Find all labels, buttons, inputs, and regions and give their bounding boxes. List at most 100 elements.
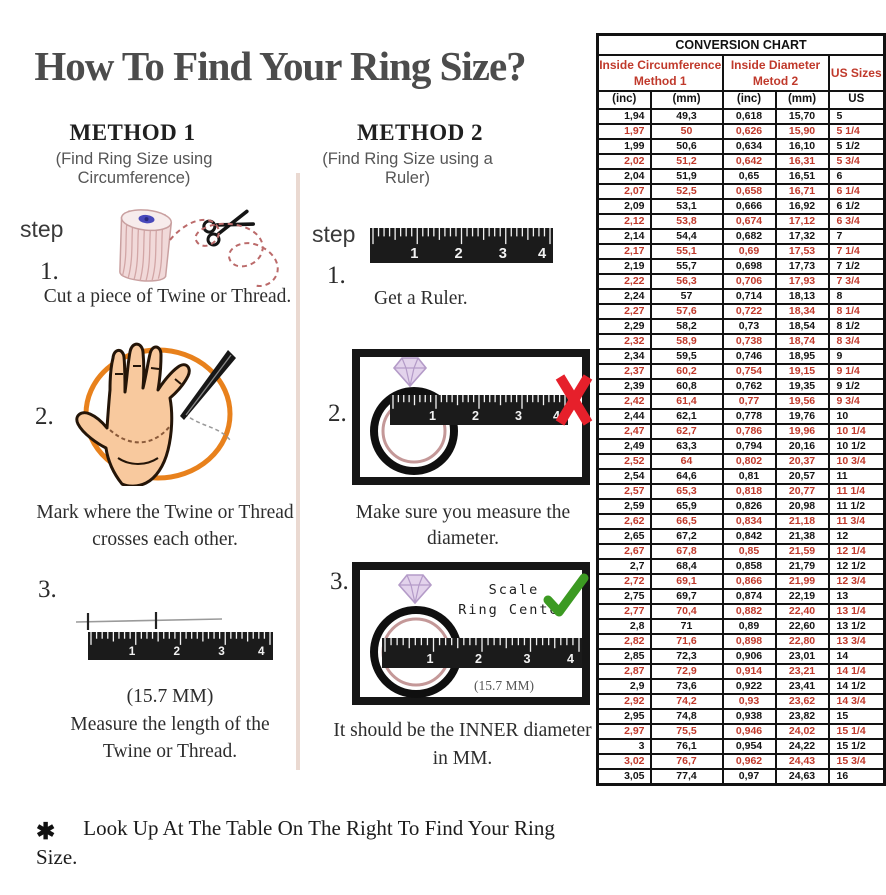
table-row: 2,47 62,7 0,786 19,96 10 1/4 <box>596 423 886 440</box>
svg-text:4: 4 <box>567 652 574 666</box>
method1-step3-caption-line1: Measure the length of the <box>70 714 270 735</box>
column-header: (mm) <box>774 90 830 110</box>
svg-text:4: 4 <box>258 645 265 658</box>
table-row: 2,85 72,3 0,906 23,01 14 <box>596 648 886 665</box>
knuckle-lines <box>115 365 182 385</box>
table-row: 2,92 74,2 0,93 23,62 14 3/4 <box>596 693 886 710</box>
footer-text: Look Up At The Table On The Right To Fin… <box>36 816 555 869</box>
method2-heading: METHOD 2 <box>356 120 484 145</box>
table-row: 2,62 66,5 0,834 21,18 11 3/4 <box>596 513 886 530</box>
ruler: 1 2 3 4 <box>88 632 273 660</box>
method2-subtitle: (Find Ring Size using a Ruler) <box>322 150 493 187</box>
table-row: 2,75 69,7 0,874 22,19 13 <box>596 588 886 605</box>
table-row: 2,57 65,3 0,818 20,77 11 1/4 <box>596 483 886 500</box>
table-row: 2,37 60,2 0,754 19,15 9 1/4 <box>596 363 886 380</box>
svg-text:2: 2 <box>475 652 482 666</box>
conversion-chart-title: CONVERSION CHART <box>596 33 886 56</box>
svg-text:2: 2 <box>455 246 463 262</box>
table-row: 2,22 56,3 0,706 17,93 7 3/4 <box>596 273 886 290</box>
twine-spool-icon <box>119 209 173 282</box>
twine-mark-arc <box>109 425 171 444</box>
table-row: 2,77 70,4 0,882 22,40 13 1/4 <box>596 603 886 620</box>
table-row: 2,7 68,4 0,858 21,79 12 1/2 <box>596 558 886 575</box>
table-row: 2,72 69,1 0,866 21,99 12 3/4 <box>596 573 886 590</box>
scale-label-line1: Scale <box>489 582 540 598</box>
table-row: 2,02 51,2 0,642 16,31 5 3/4 <box>596 153 886 170</box>
method1-step1-caption: Cut a piece of Twine or Thread. <box>43 286 292 307</box>
svg-text:1: 1 <box>410 246 418 262</box>
method2-step1-caption: Get a Ruler. <box>374 288 468 309</box>
method2-step3-caption-line1: It should be the INNER diameter <box>333 720 592 741</box>
table-row: 1,99 50,6 0,634 16,10 5 1/2 <box>596 138 886 155</box>
table-row: 2,44 62,1 0,778 19,76 10 <box>596 408 886 425</box>
table-row: 2,27 57,6 0,722 18,34 8 1/4 <box>596 303 886 320</box>
table-row: 2,59 65,9 0,826 20,98 11 1/2 <box>596 498 886 515</box>
conversion-chart: CONVERSION CHART Inside Circumference Me… <box>596 33 886 786</box>
method1-step3-number: 3. <box>38 576 57 603</box>
table-row: 1,97 50 0,626 15,90 5 1/4 <box>596 123 886 140</box>
svg-text:1: 1 <box>129 645 136 658</box>
table-row: 2,04 51,9 0,65 16,51 6 <box>596 168 886 185</box>
table-row: 2,42 61,4 0,77 19,56 9 3/4 <box>596 393 886 410</box>
svg-text:2: 2 <box>174 645 181 658</box>
column-header: US <box>827 90 886 110</box>
asterisk-icon: ✱ <box>36 817 56 844</box>
check-icon <box>543 573 589 617</box>
method1-step2-caption-line2: crosses each other. <box>92 529 238 550</box>
ruler: 1 2 3 4 <box>382 638 582 668</box>
footer-note: ✱ Look Up At The Table On The Right To Fi… <box>36 816 596 870</box>
method2-step2-caption: Make sure you measure the diameter. <box>355 502 571 549</box>
hand-shape <box>75 342 191 486</box>
table-row: 2,8 71 0,89 22,60 13 1/2 <box>596 618 886 635</box>
table-row: 3,05 77,4 0,97 24,63 16 <box>596 768 886 786</box>
table-row: 2,17 55,1 0,69 17,53 7 1/4 <box>596 243 886 260</box>
table-row: 2,34 59,5 0,746 18,95 9 <box>596 348 886 365</box>
thread-line <box>75 618 223 623</box>
table-row: 2,9 73,6 0,922 23,41 14 1/2 <box>596 678 886 695</box>
table-row: 2,12 53,8 0,674 17,12 6 3/4 <box>596 213 886 230</box>
svg-text:3: 3 <box>515 409 522 423</box>
group-header-diameter: Inside Diameter Metod 2 <box>721 54 830 92</box>
method1-step2-number: 2. <box>35 403 54 430</box>
column-header: (mm) <box>649 90 724 110</box>
ruler: 1 2 3 4 <box>390 395 568 425</box>
svg-text:2: 2 <box>472 409 479 423</box>
table-row: 2,95 74,8 0,938 23,82 15 <box>596 708 886 725</box>
column-divider <box>296 173 300 770</box>
table-row: 2,87 72,9 0,914 23,21 14 1/4 <box>596 663 886 680</box>
hand-illustration <box>75 342 236 486</box>
diamond-icon <box>392 357 428 388</box>
column-header: (inc) <box>721 90 777 110</box>
method2-step-label: step <box>312 221 356 247</box>
method1-step-label: step <box>20 216 64 242</box>
ruler: 1 2 3 4 <box>370 228 553 263</box>
ruler-illustration: 1 2 3 4 <box>370 228 553 263</box>
svg-text:1: 1 <box>429 409 436 423</box>
table-row: 2,39 60,8 0,762 19,35 9 1/2 <box>596 378 886 395</box>
method1-subtitle: (Find Ring Size using Circumference) <box>55 150 213 187</box>
table-row: 2,65 67,2 0,842 21,38 12 <box>596 528 886 545</box>
method1-heading: METHOD 1 <box>69 120 196 145</box>
x-icon <box>555 374 593 426</box>
method1-step1-number: 1. <box>40 258 59 285</box>
method2-step3-caption-line2: in MM. <box>432 748 493 769</box>
box-measure-label: (15.7 MM) <box>474 678 534 693</box>
table-row: 2,49 63,3 0,794 20,16 10 1/2 <box>596 438 886 455</box>
table-row: 2,54 64,6 0,81 20,57 11 <box>596 468 886 485</box>
thread-path <box>169 219 279 287</box>
svg-text:3: 3 <box>499 246 507 262</box>
measure-diameter-wrong-box: 1 2 3 4 <box>352 349 593 485</box>
table-row: 3 76,1 0,954 24,22 15 1/2 <box>596 738 886 755</box>
method2-step1-number: 1. <box>327 262 346 289</box>
table-row: 2,14 54,4 0,682 17,32 7 <box>596 228 886 245</box>
svg-text:4: 4 <box>553 409 560 423</box>
method1-step2-caption-line1: Mark where the Twine or Thread <box>36 502 294 523</box>
table-row: 2,29 58,2 0,73 18,54 8 1/2 <box>596 318 886 335</box>
table-row: 2,24 57 0,714 18,13 8 <box>596 288 886 305</box>
column-header: (inc) <box>596 90 652 110</box>
svg-text:4: 4 <box>538 246 547 262</box>
page-title: How To Find Your Ring Size? <box>34 43 526 89</box>
scale-label-line2: Ring Center <box>458 602 569 618</box>
svg-text:3: 3 <box>524 652 531 666</box>
